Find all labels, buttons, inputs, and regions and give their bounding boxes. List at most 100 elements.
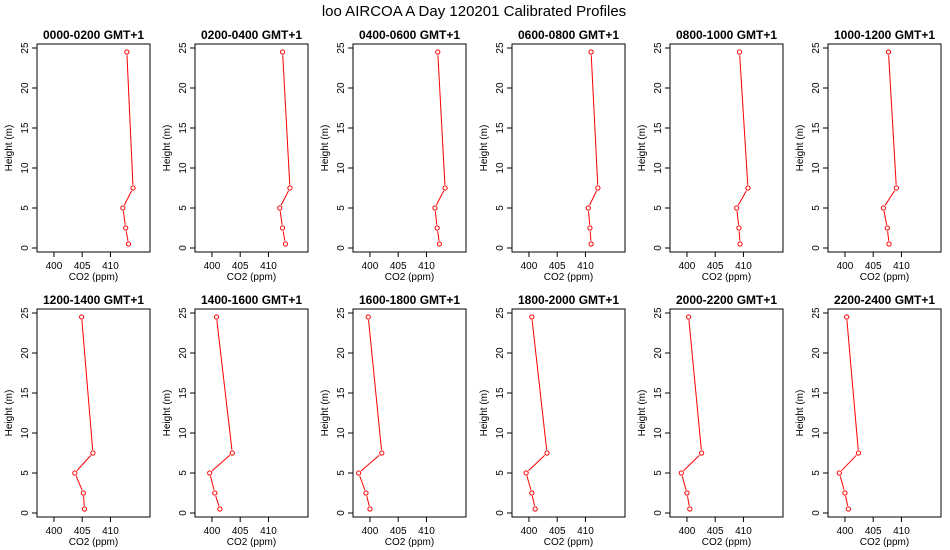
y-tick-label: 20 bbox=[336, 347, 347, 359]
panel-title: 0200-0400 GMT+1 bbox=[201, 28, 302, 42]
plot-frame bbox=[511, 43, 626, 253]
x-tick-label: 405 bbox=[390, 261, 407, 272]
panel-title: 1200-1400 GMT+1 bbox=[43, 293, 144, 307]
y-tick-label: 15 bbox=[336, 387, 347, 399]
y-tick-label: 25 bbox=[811, 307, 822, 319]
y-tick-label: 20 bbox=[653, 82, 664, 94]
data-point bbox=[845, 506, 851, 512]
y-tick-label: 15 bbox=[495, 387, 506, 399]
y-tick-label: 0 bbox=[178, 245, 189, 251]
plot-frame bbox=[36, 43, 151, 253]
profile-segment bbox=[359, 475, 366, 491]
y-tick-label: 20 bbox=[178, 82, 189, 94]
profile-segment bbox=[211, 454, 231, 472]
y-tick-label: 15 bbox=[20, 122, 31, 134]
y-tick-label: 15 bbox=[495, 122, 506, 134]
data-point bbox=[365, 314, 371, 320]
profile-segment bbox=[883, 211, 888, 225]
y-tick-label: 0 bbox=[336, 510, 347, 516]
data-point bbox=[585, 205, 591, 211]
panel-6: 1200-1400 GMT+1 400 405 410 0 5 10 15 20 25 CO2 (p… bbox=[4, 293, 151, 548]
panel-title: 0400-0600 GMT+1 bbox=[359, 28, 460, 42]
profile-segment bbox=[846, 320, 859, 450]
profile-segment bbox=[368, 320, 382, 450]
data-point bbox=[842, 490, 848, 496]
panel-title: 1400-1600 GMT+1 bbox=[201, 293, 302, 307]
y-tick-label: 0 bbox=[653, 245, 664, 251]
panel-title: 1000-1200 GMT+1 bbox=[834, 28, 935, 42]
data-point bbox=[79, 314, 85, 320]
data-point bbox=[212, 490, 218, 496]
y-axis-label: Height (m) bbox=[479, 390, 490, 437]
x-axis-label: CO2 (ppm) bbox=[860, 272, 909, 283]
x-tick-label: 410 bbox=[102, 526, 119, 537]
profile-segment bbox=[688, 320, 702, 450]
y-tick-label: 5 bbox=[653, 470, 664, 476]
data-point bbox=[282, 241, 288, 247]
y-tick-label: 0 bbox=[811, 510, 822, 516]
y-tick-label: 5 bbox=[811, 470, 822, 476]
panel-10: 2000-2200 GMT+1 400 405 410 0 5 10 15 20 25 CO2 (p… bbox=[637, 293, 784, 548]
profile-segment bbox=[681, 475, 687, 491]
y-axis-label: Height (m) bbox=[320, 390, 331, 437]
y-tick-label: 0 bbox=[20, 245, 31, 251]
x-tick-label: 400 bbox=[204, 261, 221, 272]
x-tick-label: 410 bbox=[735, 526, 752, 537]
data-point bbox=[587, 225, 593, 231]
x-tick-label: 400 bbox=[362, 526, 379, 537]
data-point bbox=[81, 506, 88, 512]
panel-title: 2200-2400 GMT+1 bbox=[834, 293, 935, 307]
y-tick-label: 5 bbox=[336, 205, 347, 211]
x-tick-label: 405 bbox=[707, 526, 724, 537]
x-axis-label: CO2 (ppm) bbox=[385, 272, 434, 283]
plot-frame bbox=[352, 308, 467, 518]
y-tick-label: 15 bbox=[653, 387, 664, 399]
data-point bbox=[855, 450, 862, 456]
x-tick-label: 400 bbox=[837, 526, 854, 537]
y-tick-label: 0 bbox=[495, 510, 506, 516]
y-tick-label: 15 bbox=[653, 122, 664, 134]
y-tick-label: 5 bbox=[653, 205, 664, 211]
y-tick-label: 10 bbox=[811, 162, 822, 174]
profile-segment bbox=[589, 190, 597, 206]
y-axis-label: Height (m) bbox=[795, 390, 806, 437]
panel-4: 0800-1000 GMT+1 400 405 410 0 5 10 15 20 25 CO2 (p… bbox=[637, 28, 784, 283]
profile-segment bbox=[279, 211, 283, 225]
data-point bbox=[123, 225, 129, 231]
x-tick-label: 405 bbox=[865, 261, 882, 272]
data-point bbox=[130, 185, 136, 191]
y-tick-label: 10 bbox=[811, 427, 822, 439]
x-tick-label: 400 bbox=[521, 526, 538, 537]
profile-segment bbox=[282, 55, 291, 185]
profile-segment bbox=[280, 190, 289, 206]
data-point bbox=[588, 241, 594, 247]
panel-title: 0000-0200 GMT+1 bbox=[43, 28, 144, 42]
profile-segment bbox=[216, 320, 233, 450]
profile-segment bbox=[841, 454, 857, 472]
y-tick-label: 20 bbox=[495, 82, 506, 94]
data-point bbox=[434, 225, 440, 231]
x-tick-label: 405 bbox=[74, 526, 91, 537]
plot-frame bbox=[511, 308, 626, 518]
y-tick-label: 10 bbox=[178, 427, 189, 439]
y-tick-label: 25 bbox=[495, 307, 506, 319]
y-axis-label: Height (m) bbox=[637, 390, 648, 437]
y-tick-label: 25 bbox=[20, 307, 31, 319]
y-tick-label: 15 bbox=[20, 387, 31, 399]
profile-segment bbox=[736, 211, 740, 225]
x-tick-label: 400 bbox=[46, 526, 63, 537]
panel-8: 1600-1800 GMT+1 400 405 410 0 5 10 15 20 25 CO2 (p… bbox=[320, 293, 467, 548]
panel-7: 1400-1600 GMT+1 400 405 410 0 5 10 15 20 25 CO2 (p… bbox=[162, 293, 309, 548]
profile-segment bbox=[526, 475, 532, 491]
x-tick-label: 400 bbox=[837, 261, 854, 272]
data-point bbox=[432, 205, 438, 211]
data-point bbox=[279, 225, 286, 231]
x-tick-label: 400 bbox=[679, 526, 696, 537]
y-tick-label: 15 bbox=[811, 122, 822, 134]
x-axis-label: CO2 (ppm) bbox=[860, 537, 909, 548]
x-tick-label: 410 bbox=[260, 261, 277, 272]
y-tick-label: 15 bbox=[178, 122, 189, 134]
profile-segment bbox=[888, 55, 897, 185]
data-point bbox=[532, 506, 538, 512]
data-point bbox=[886, 241, 892, 247]
